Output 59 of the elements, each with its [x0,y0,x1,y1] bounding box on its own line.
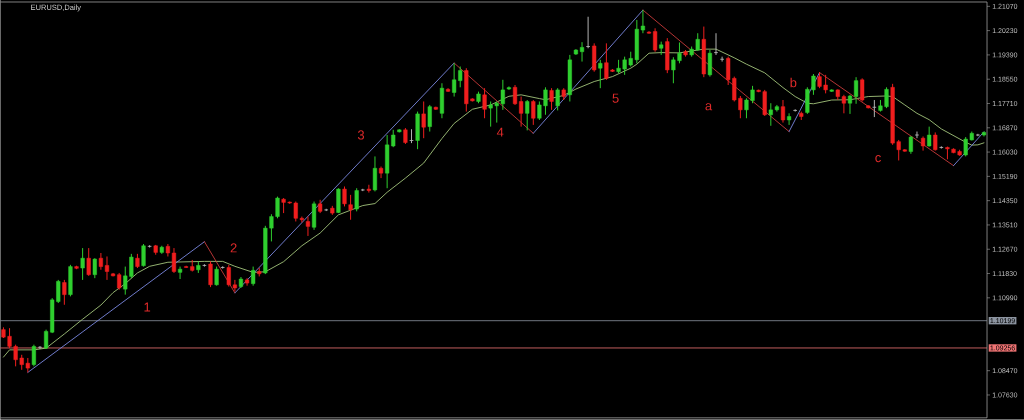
candlestick [37,345,43,350]
candlestick [531,99,536,126]
candlestick [872,99,877,118]
annotation: 1 [144,302,151,312]
candlestick [311,201,317,231]
candlestick [372,155,378,192]
annotation: b [790,77,797,88]
candlestick [427,104,432,133]
candlestick [707,49,712,78]
candlestick [598,59,603,89]
candlestick [939,145,944,150]
candlestick [653,27,658,53]
candlestick [80,247,85,281]
candlestick [585,16,591,49]
candlestick [62,279,67,306]
candlestick [366,184,371,194]
candlestick [251,266,256,287]
candlestick [927,126,932,148]
annotation: c [875,155,881,163]
candlestick [348,194,353,221]
annotation: 4 [496,127,504,137]
candlestick [409,128,414,144]
annotation: 5 [612,93,619,103]
candlestick [579,41,585,63]
candlestick [220,265,225,270]
candlestick [177,266,183,280]
candlestick [914,131,920,139]
candlestick [336,187,341,214]
candlestick [421,101,426,139]
annotation: a [705,103,713,111]
candlestick [92,257,97,279]
candlestick [482,87,487,119]
candlestick [208,260,213,288]
candlestick [713,32,719,56]
candlestick [525,99,530,131]
candlestick [98,252,103,271]
candlestick [854,76,859,105]
candlestick [31,344,36,367]
candlestick [86,247,91,277]
candlestick [147,244,152,249]
candlestick [354,187,359,212]
candlestick [787,112,792,126]
candlestick [933,131,938,152]
candlestick [792,108,798,113]
candlestick [592,42,597,73]
candlestick [719,56,725,63]
annotation: 2 [230,243,237,253]
candlestick [202,263,207,268]
candlestick [342,186,347,208]
candlestick [549,87,554,111]
candlestick [305,216,311,237]
line-series [3,48,985,358]
candlestick [780,99,786,124]
candlestick [555,87,560,112]
candlestick [141,243,146,268]
annotation: 3 [357,130,365,140]
candlestick [214,266,219,287]
candlestick [171,247,177,274]
candlestick [104,256,110,281]
